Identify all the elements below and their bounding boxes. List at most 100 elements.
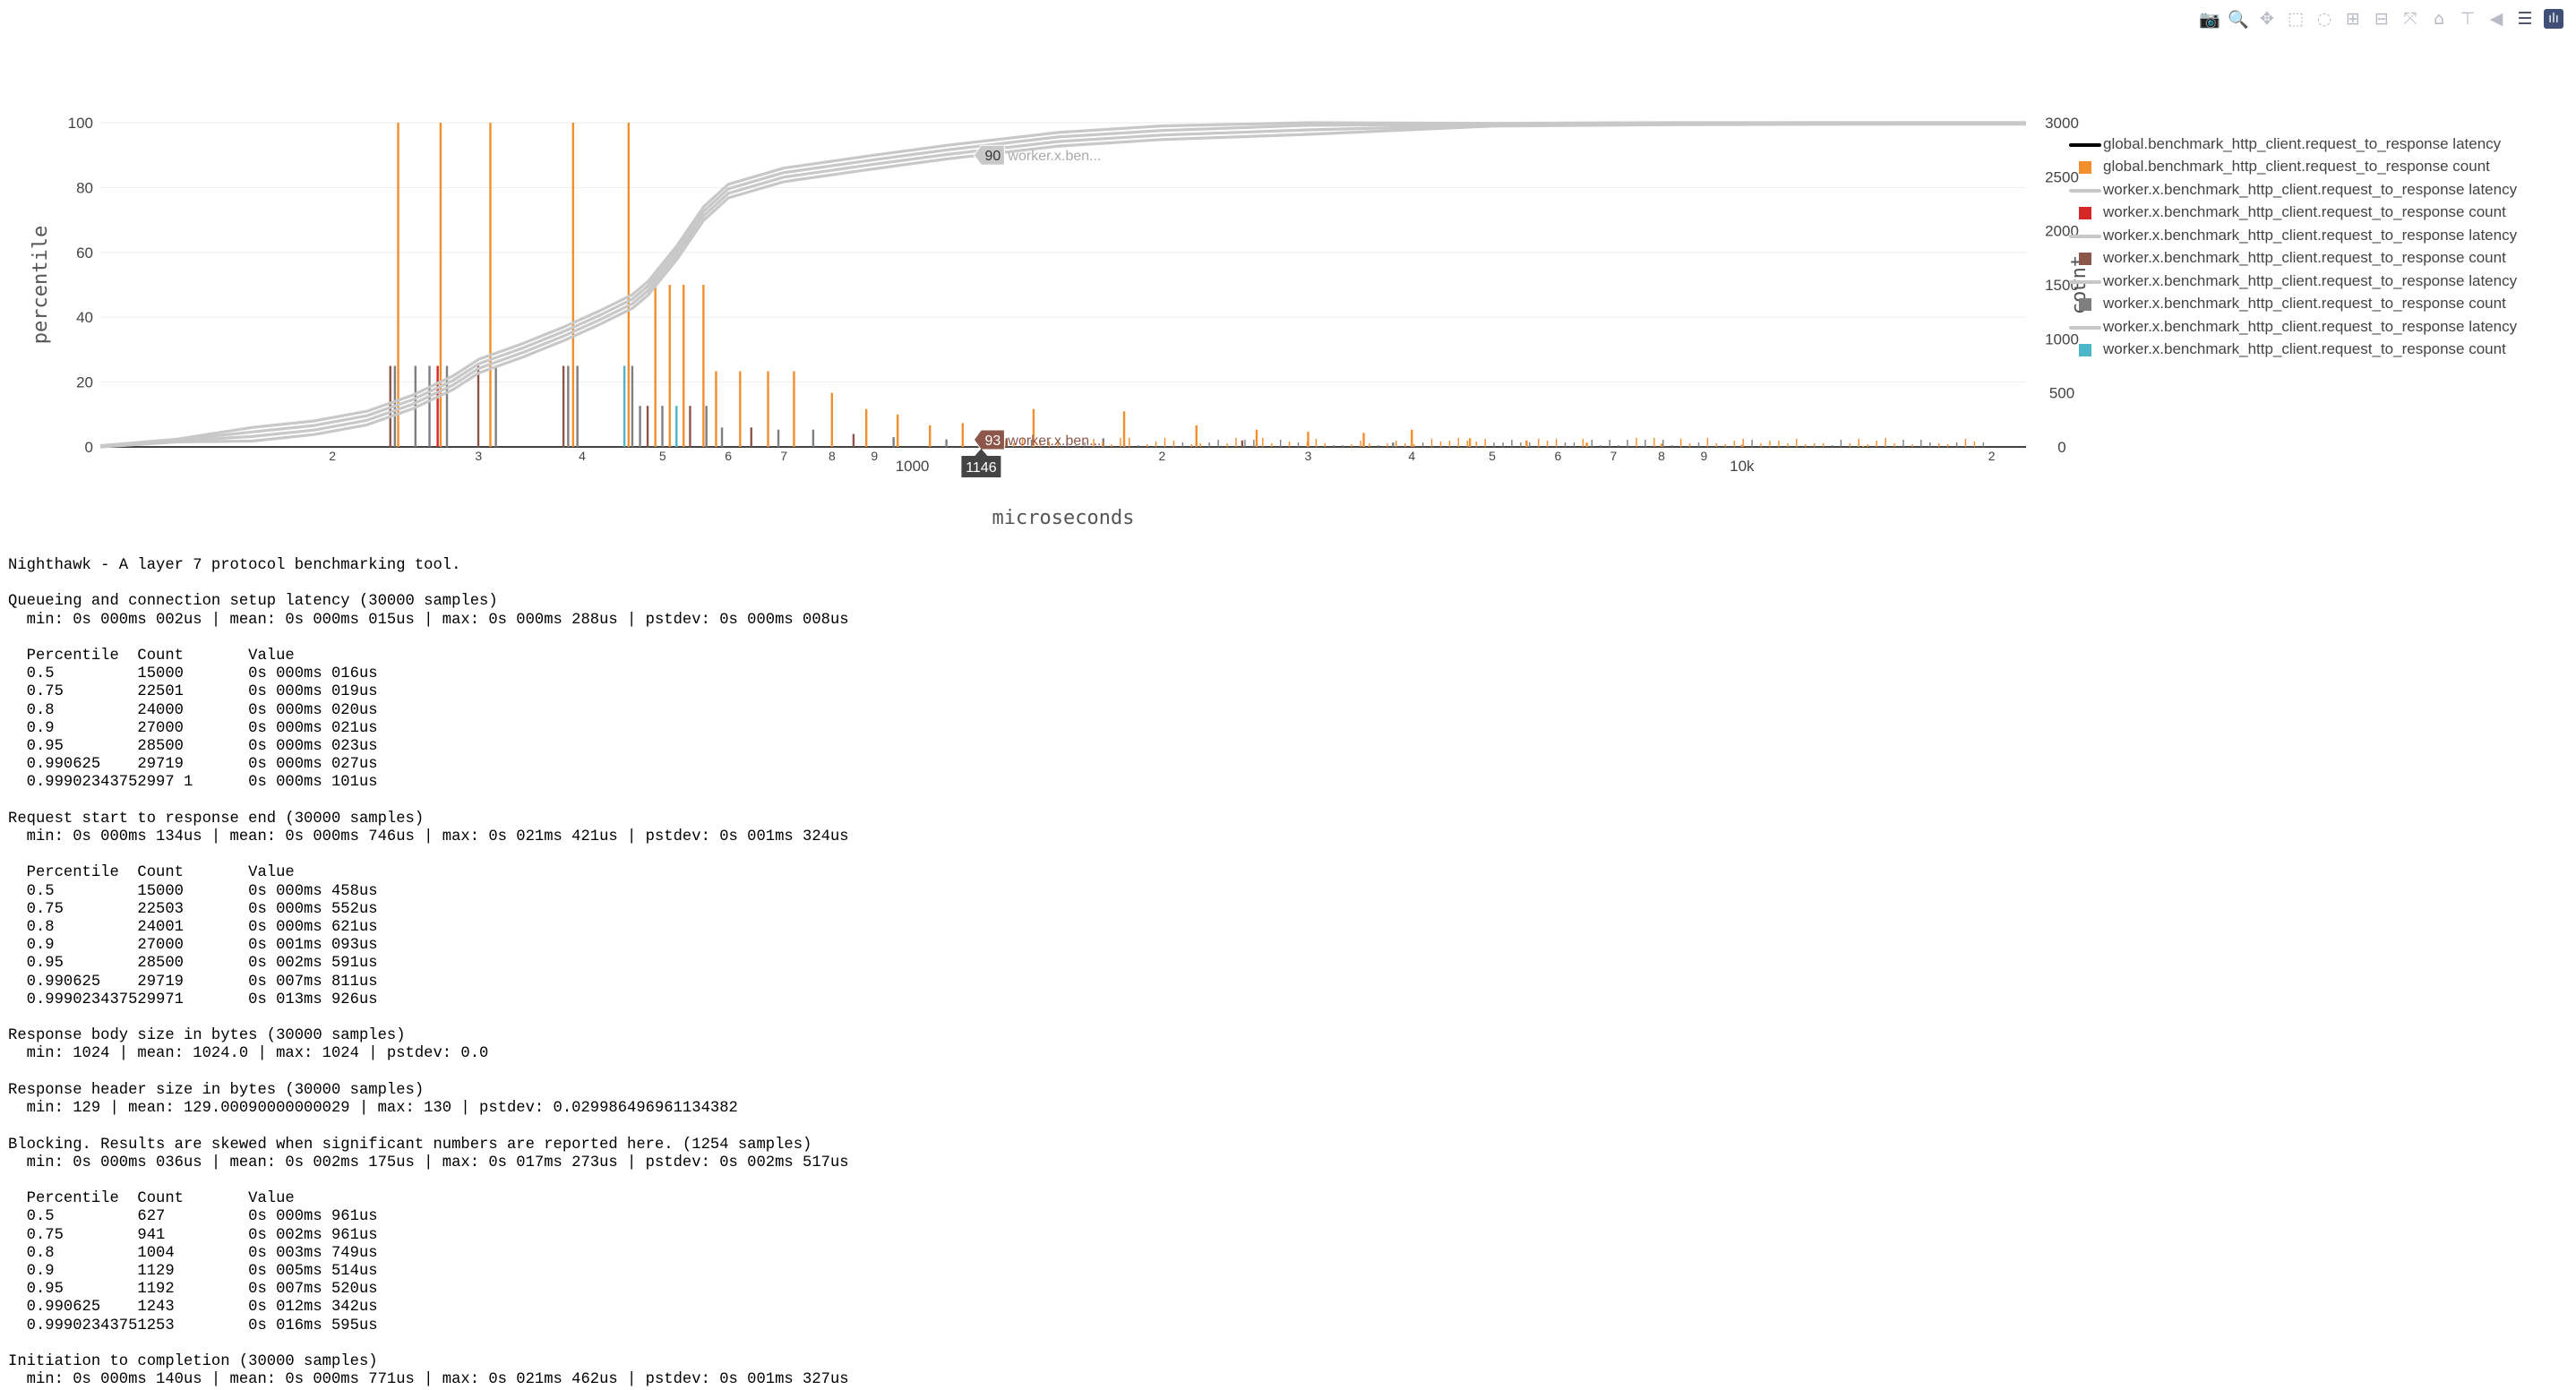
count-bar-global <box>739 371 742 447</box>
hover-tooltip-value: 93 <box>985 433 1001 449</box>
count-bar-tail <box>1111 444 1112 447</box>
count-bar-tail <box>1163 438 1166 447</box>
legend-item[interactable]: worker.x.benchmark_http_client.request_t… <box>2067 247 2517 270</box>
legend-item[interactable]: global.benchmark_http_client.request_to_… <box>2067 156 2517 179</box>
count-bar-worker <box>477 365 480 447</box>
legend-item[interactable]: worker.x.benchmark_http_client.request_t… <box>2067 315 2517 339</box>
count-bar-tail <box>1964 439 1967 447</box>
spike-lines-icon[interactable]: ⊤ <box>2460 9 2476 29</box>
autoscale-icon[interactable]: ⤧ <box>2403 9 2417 29</box>
y-tick-label: 0 <box>85 439 93 456</box>
zoom-in-icon[interactable]: ⊞ <box>2346 9 2360 29</box>
count-bar-tail <box>1742 439 1744 447</box>
legend-item[interactable]: global.benchmark_http_client.request_to_… <box>2067 133 2517 156</box>
report-line <box>8 1335 849 1353</box>
hover-closest-icon[interactable]: ◀ <box>2489 9 2503 29</box>
count-bar-tail <box>1733 441 1735 447</box>
count-bar-global <box>489 123 492 447</box>
report-line: Response body size in bytes (30000 sampl… <box>8 1027 406 1045</box>
count-bar-tail <box>1413 444 1415 447</box>
count-bar-tail <box>1395 441 1397 447</box>
pan-icon[interactable]: ✥ <box>2260 9 2274 29</box>
count-bar-global <box>627 123 631 447</box>
hover-tooltip-box <box>973 429 1005 450</box>
count-bar-tail <box>1822 443 1825 447</box>
report-line: 0.99902343752997 1 0s 000ms 101us <box>8 774 378 792</box>
legend-line-swatch <box>2067 227 2103 245</box>
count-bar-worker <box>567 365 570 447</box>
x-tick-label: 9 <box>871 449 878 463</box>
count-bar-global <box>1740 444 1744 447</box>
report-line: Percentile Count Value <box>8 864 295 882</box>
count-bar-worker <box>646 406 649 447</box>
count-bar-worker <box>428 365 431 447</box>
count-bar-worker <box>639 406 641 447</box>
count-bar-worker <box>1005 438 1009 447</box>
report-line <box>8 575 849 593</box>
count-bar-tail <box>1813 443 1816 447</box>
legend-item[interactable]: worker.x.benchmark_http_client.request_t… <box>2067 339 2517 362</box>
count-bar-tail <box>1404 443 1406 447</box>
legend-item[interactable]: worker.x.benchmark_http_client.request_t… <box>2067 293 2517 316</box>
report-line: 0.5 15000 0s 000ms 458us <box>8 882 378 900</box>
count-bar-tail <box>1324 443 1327 447</box>
count-bar-tail <box>1120 438 1121 447</box>
report-line: 0.95 28500 0s 002ms 591us <box>8 955 378 973</box>
legend-item[interactable]: worker.x.benchmark_http_client.request_t… <box>2067 224 2517 247</box>
count-bar-tail <box>1529 442 1531 447</box>
count-bar-global <box>929 425 932 447</box>
count-bar-global <box>830 392 834 447</box>
legend-bar-swatch <box>2067 203 2103 221</box>
count-bar-tail <box>1262 438 1264 447</box>
camera-icon[interactable]: 📷 <box>2199 9 2220 30</box>
legend-label: worker.x.benchmark_http_client.request_t… <box>2103 295 2506 313</box>
count-bar-worker <box>811 429 815 447</box>
home-icon[interactable]: ⌂ <box>2433 9 2445 29</box>
count-bar-tail <box>1493 442 1495 447</box>
count-bar-worker <box>750 427 752 447</box>
report-line <box>8 793 849 811</box>
count-bar-global <box>571 123 575 447</box>
legend-item[interactable]: worker.x.benchmark_http_client.request_t… <box>2067 270 2517 293</box>
report-line <box>8 1064 849 1082</box>
box-select-icon[interactable]: ⬚ <box>2288 9 2304 29</box>
report-line: Percentile Count Value <box>8 648 295 665</box>
legend-item[interactable]: worker.x.benchmark_http_client.request_t… <box>2067 178 2517 202</box>
count-bar-tail <box>1831 445 1833 447</box>
count-bar-worker <box>852 433 855 447</box>
count-bar-tail <box>1937 443 1940 447</box>
x-tick-label: 3 <box>475 449 482 463</box>
count-bar-global <box>683 285 685 447</box>
count-bar-tail <box>1520 442 1522 447</box>
count-bar-tail <box>1679 439 1682 447</box>
x-axis-title: microseconds <box>992 507 1135 529</box>
plotly-logo-icon[interactable]: ılı <box>2544 9 2563 29</box>
count-bar-tail <box>1760 443 1762 447</box>
lasso-select-icon[interactable]: ◌ <box>2316 9 2332 29</box>
count-bar-tail <box>1066 440 1068 447</box>
report-line: 0.990625 29719 0s 000ms 027us <box>8 756 378 774</box>
count-bar-global <box>961 423 965 447</box>
report-line: 0.75 941 0s 002ms 961us <box>8 1226 378 1244</box>
report-line: Queueing and connection setup latency (3… <box>8 593 498 611</box>
count-bar-worker <box>1392 442 1395 447</box>
latency-curve-worker <box>99 121 2026 449</box>
count-bar-global <box>1362 433 1365 447</box>
report-line: min: 0s 000ms 134us | mean: 0s 000ms 746… <box>8 828 849 846</box>
y-tick-label: 60 <box>76 245 93 262</box>
legend-item[interactable]: worker.x.benchmark_http_client.request_t… <box>2067 202 2517 225</box>
y2-tick-label: 3000 <box>2045 115 2079 132</box>
report-line: min: 0s 000ms 036us | mean: 0s 002ms 175… <box>8 1154 849 1171</box>
count-bar-tail <box>1706 438 1709 447</box>
count-bar-tail <box>1208 442 1210 447</box>
zoom-out-icon[interactable]: ⊟ <box>2374 9 2389 29</box>
zoom-icon[interactable]: 🔍 <box>2228 9 2249 30</box>
count-bar-tail <box>1662 440 1664 447</box>
count-bar-tail <box>1653 438 1655 447</box>
hover-compare-icon[interactable]: ☰ <box>2517 9 2533 29</box>
count-bar-tail <box>1796 439 1798 447</box>
count-bar-tail <box>1697 442 1700 447</box>
count-bar-tail <box>1226 443 1228 447</box>
count-bar-tail <box>1475 442 1477 447</box>
